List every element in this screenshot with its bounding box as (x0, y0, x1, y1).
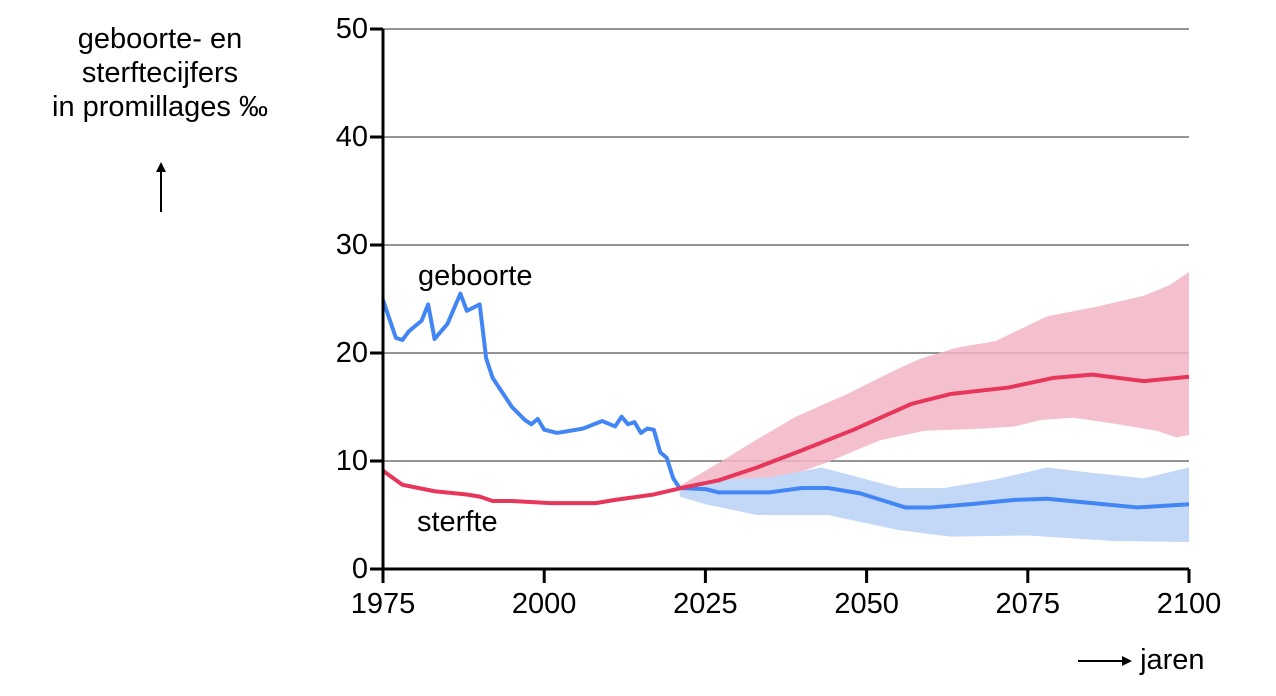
y-tick-label: 20 (335, 337, 368, 369)
y-tick-label: 40 (335, 121, 368, 153)
axes (370, 27, 1191, 583)
x-tick-label: 2025 (673, 588, 738, 620)
arrow-right-icon (1078, 656, 1132, 667)
x-tick-label: 2100 (1156, 588, 1222, 620)
y-axis-label-line-1: geboorte- en (77, 23, 243, 55)
y-axis-label: geboorte- en sterftecijfers in promillag… (10, 22, 310, 124)
x-axis-label-text: jaren (1140, 644, 1205, 676)
y-tick-label: 30 (335, 229, 368, 261)
y-tick-label: 0 (351, 553, 368, 585)
series-label-geboorte: geboorte (418, 260, 533, 292)
arrow-up-icon (156, 162, 166, 212)
y-axis-label-line-3: in promillages ‰ (52, 91, 268, 123)
band-sterfte (679, 272, 1189, 494)
confidence-bands (679, 272, 1189, 542)
x-tick-label: 1975 (350, 588, 416, 620)
series-label-sterfte: sterfte (417, 506, 498, 538)
y-tick-label: 50 (335, 13, 368, 45)
line-sterfte (381, 372, 1190, 506)
x-axis-label: jaren (1078, 642, 1205, 678)
x-tick-label: 2075 (995, 588, 1061, 620)
line-geboorte (381, 291, 1190, 510)
x-tick-label: 2000 (511, 588, 577, 620)
data-lines (381, 291, 1190, 510)
y-axis-label-line-2: sterftecijfers (81, 57, 239, 89)
y-tick-label: 10 (335, 445, 368, 477)
x-tick-label: 2050 (834, 588, 899, 620)
